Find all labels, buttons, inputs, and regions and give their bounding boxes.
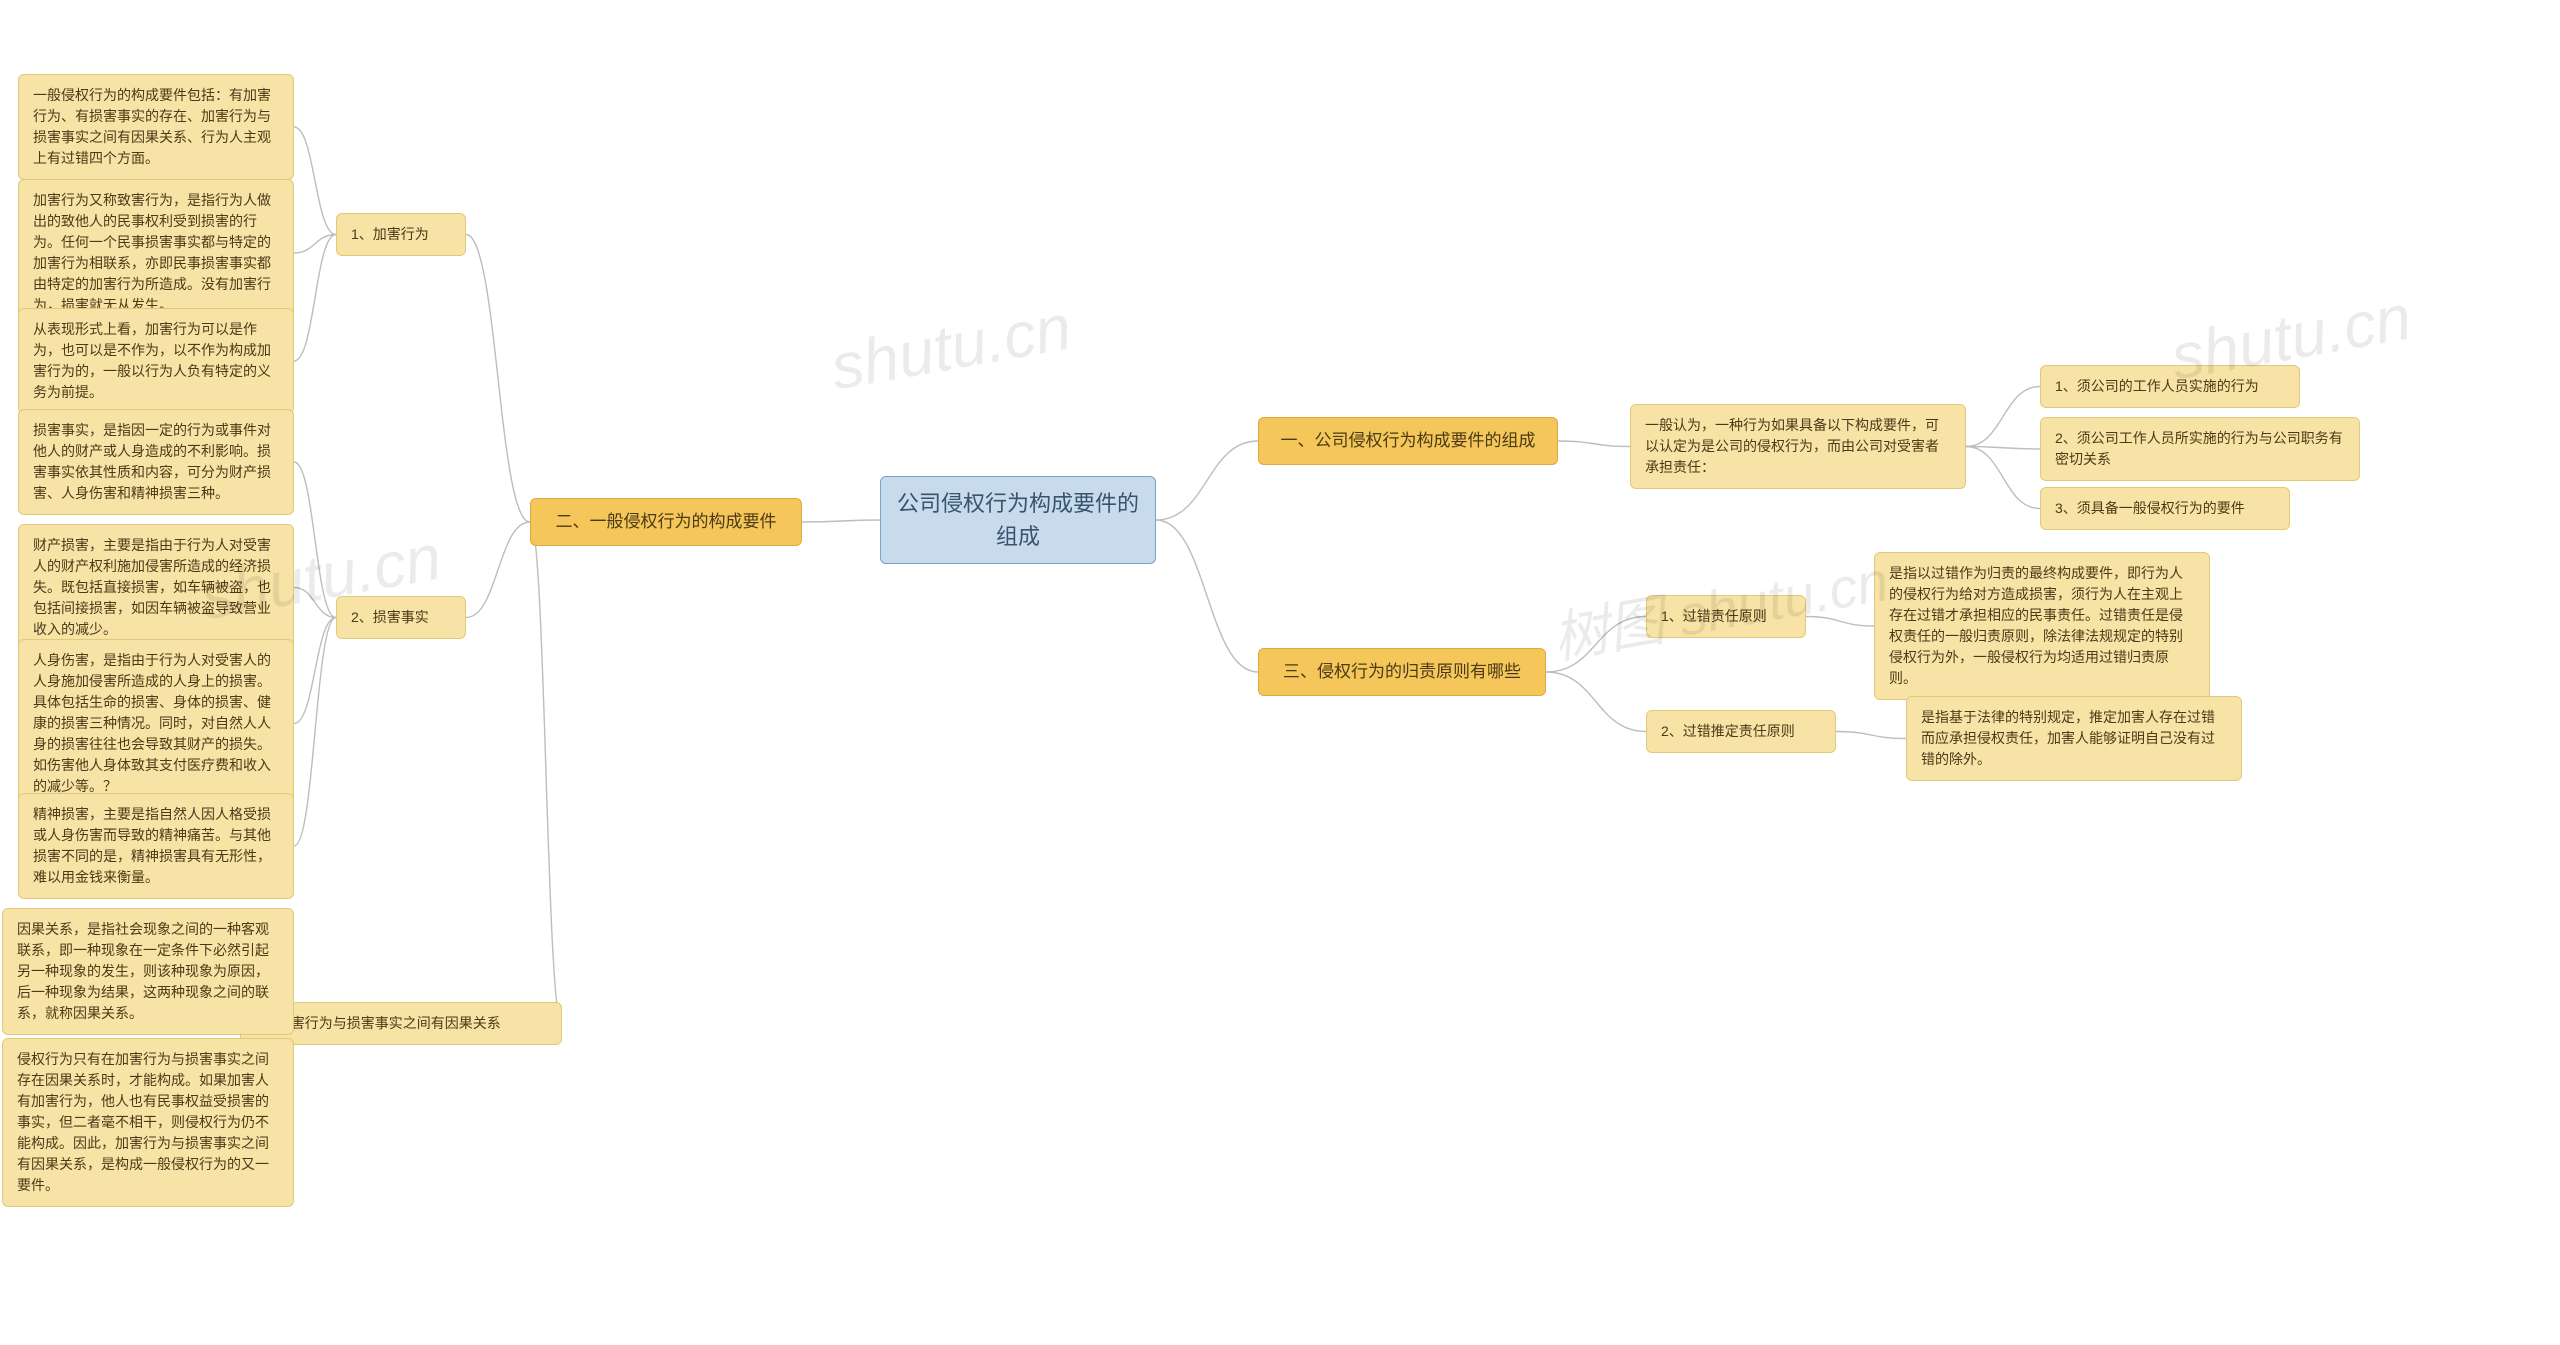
edge: [1836, 732, 1906, 739]
edge: [530, 522, 562, 1024]
node-b2_1a[interactable]: 一般侵权行为的构成要件包括：有加害行为、有损害事实的存在、加害行为与损害事实之间…: [18, 74, 294, 180]
edge: [466, 235, 530, 523]
edge: [1558, 441, 1630, 447]
node-b3_2[interactable]: 2、过错推定责任原则: [1646, 710, 1836, 753]
node-label: 侵权行为只有在加害行为与损害事实之间存在因果关系时，才能构成。如果加害人有加害行…: [17, 1049, 279, 1196]
node-label: 公司侵权行为构成要件的组成: [895, 487, 1141, 553]
node-label: 3、须具备一般侵权行为的要件: [2055, 498, 2275, 519]
node-b1a1[interactable]: 1、须公司的工作人员实施的行为: [2040, 365, 2300, 408]
node-label: 一、公司侵权行为构成要件的组成: [1273, 428, 1543, 454]
node-label: 2、损害事实: [351, 607, 451, 628]
node-label: 损害事实，是指因一定的行为或事件对他人的财产或人身造成的不利影响。损害事实依其性…: [33, 420, 279, 504]
node-b3[interactable]: 三、侵权行为的归责原则有哪些: [1258, 648, 1546, 696]
edge: [294, 588, 336, 618]
node-label: 一般侵权行为的构成要件包括：有加害行为、有损害事实的存在、加害行为与损害事实之间…: [33, 85, 279, 169]
node-b3_2d[interactable]: 是指基于法律的特别规定，推定加害人存在过错而应承担侵权责任，加害人能够证明自己没…: [1906, 696, 2242, 781]
edge: [294, 235, 336, 362]
node-b1a[interactable]: 一般认为，一种行为如果具备以下构成要件，可以认定为是公司的侵权行为，而由公司对受…: [1630, 404, 1966, 489]
node-b2_3b[interactable]: 侵权行为只有在加害行为与损害事实之间存在因果关系时，才能构成。如果加害人有加害行…: [2, 1038, 294, 1207]
node-b2_1[interactable]: 1、加害行为: [336, 213, 466, 256]
edge: [294, 618, 336, 847]
node-label: 是指以过错作为归责的最终构成要件，即行为人的侵权行为给对方造成损害，须行为人在主…: [1889, 563, 2195, 689]
edge: [294, 618, 336, 724]
node-b2_2d[interactable]: 精神损害，主要是指自然人因人格受损或人身伤害而导致的精神痛苦。与其他损害不同的是…: [18, 793, 294, 899]
edge: [1546, 672, 1646, 732]
node-label: 一般认为，一种行为如果具备以下构成要件，可以认定为是公司的侵权行为，而由公司对受…: [1645, 415, 1951, 478]
node-b1a3[interactable]: 3、须具备一般侵权行为的要件: [2040, 487, 2290, 530]
edge: [1156, 520, 1258, 672]
mindmap-canvas: 公司侵权行为构成要件的组成 一、公司侵权行为构成要件的组成 一般认为，一种行为如果具…: [0, 0, 2560, 1345]
edge: [294, 462, 336, 618]
watermark: shutu.cn: [825, 290, 1076, 405]
edge: [1966, 447, 2040, 450]
node-label: 从表现形式上看，加害行为可以是作为，也可以是不作为，以不作为构成加害行为的，一般…: [33, 319, 279, 403]
node-label: 2、须公司工作人员所实施的行为与公司职务有密切关系: [2055, 428, 2345, 470]
node-label: 精神损害，主要是指自然人因人格受损或人身伤害而导致的精神痛苦。与其他损害不同的是…: [33, 804, 279, 888]
node-label: 1、须公司的工作人员实施的行为: [2055, 376, 2285, 397]
node-label: 人身伤害，是指由于行为人对受害人的人身施加侵害所造成的人身上的损害。具体包括生命…: [33, 650, 279, 797]
node-b1[interactable]: 一、公司侵权行为构成要件的组成: [1258, 417, 1558, 465]
node-b2_3a[interactable]: 因果关系，是指社会现象之间的一种客观联系，即一种现象在一定条件下必然引起另一种现…: [2, 908, 294, 1035]
node-b3_1d[interactable]: 是指以过错作为归责的最终构成要件，即行为人的侵权行为给对方造成损害，须行为人在主…: [1874, 552, 2210, 700]
edge: [1156, 441, 1258, 520]
node-b2_1c[interactable]: 从表现形式上看，加害行为可以是作为，也可以是不作为，以不作为构成加害行为的，一般…: [18, 308, 294, 414]
node-b3_1[interactable]: 1、过错责任原则: [1646, 595, 1806, 638]
node-label: 三、侵权行为的归责原则有哪些: [1273, 659, 1531, 685]
node-b2_2b[interactable]: 财产损害，主要是指由于行为人对受害人的财产权利施加侵害所造成的经济损失。既包括直…: [18, 524, 294, 651]
edge: [294, 235, 336, 254]
node-label: 1、过错责任原则: [1661, 606, 1791, 627]
node-b2_2c[interactable]: 人身伤害，是指由于行为人对受害人的人身施加侵害所造成的人身上的损害。具体包括生命…: [18, 639, 294, 808]
node-label: 3、加害行为与损害事实之间有因果关系: [255, 1013, 547, 1034]
node-label: 二、一般侵权行为的构成要件: [545, 509, 787, 535]
node-label: 因果关系，是指社会现象之间的一种客观联系，即一种现象在一定条件下必然引起另一种现…: [17, 919, 279, 1024]
edge: [1966, 387, 2040, 447]
node-b2_2[interactable]: 2、损害事实: [336, 596, 466, 639]
node-b2_2a[interactable]: 损害事实，是指因一定的行为或事件对他人的财产或人身造成的不利影响。损害事实依其性…: [18, 409, 294, 515]
node-b2_1b[interactable]: 加害行为又称致害行为，是指行为人做出的致他人的民事权利受到损害的行为。任何一个民…: [18, 179, 294, 327]
node-label: 财产损害，主要是指由于行为人对受害人的财产权利施加侵害所造成的经济损失。既包括直…: [33, 535, 279, 640]
node-label: 加害行为又称致害行为，是指行为人做出的致他人的民事权利受到损害的行为。任何一个民…: [33, 190, 279, 316]
node-label: 2、过错推定责任原则: [1661, 721, 1821, 742]
node-label: 1、加害行为: [351, 224, 451, 245]
edge: [802, 520, 880, 522]
edge: [294, 127, 336, 235]
edge: [1806, 617, 1874, 627]
node-root[interactable]: 公司侵权行为构成要件的组成: [880, 476, 1156, 564]
edge: [1546, 617, 1646, 673]
edge: [1966, 447, 2040, 509]
edge: [466, 522, 530, 618]
node-b1a2[interactable]: 2、须公司工作人员所实施的行为与公司职务有密切关系: [2040, 417, 2360, 481]
node-label: 是指基于法律的特别规定，推定加害人存在过错而应承担侵权责任，加害人能够证明自己没…: [1921, 707, 2227, 770]
node-b2[interactable]: 二、一般侵权行为的构成要件: [530, 498, 802, 546]
